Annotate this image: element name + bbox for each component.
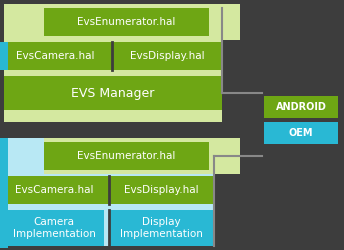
Text: EvsDisplay.hal: EvsDisplay.hal: [124, 185, 199, 195]
Bar: [4, 42, 222, 70]
Text: EvsEnumerator.hal: EvsEnumerator.hal: [77, 151, 176, 161]
Bar: [44, 142, 209, 170]
Bar: [44, 4, 240, 40]
Bar: [44, 138, 240, 174]
Bar: [4, 4, 222, 122]
Text: EvsCamera.hal: EvsCamera.hal: [15, 185, 93, 195]
Bar: [44, 8, 209, 36]
Bar: [264, 122, 338, 144]
Text: Camera
Implementation: Camera Implementation: [13, 217, 95, 239]
Text: OEM: OEM: [289, 128, 313, 138]
Bar: [4, 76, 222, 110]
Bar: [264, 96, 338, 118]
Text: Display
Implementation: Display Implementation: [120, 217, 203, 239]
Bar: [4, 210, 104, 246]
Text: ANDROID: ANDROID: [276, 102, 326, 112]
Bar: [4, 138, 214, 246]
Text: EvsDisplay.hal: EvsDisplay.hal: [130, 51, 204, 61]
Text: EVS Manager: EVS Manager: [71, 86, 155, 100]
Bar: [109, 210, 214, 246]
Text: EvsEnumerator.hal: EvsEnumerator.hal: [77, 17, 176, 27]
Bar: [0, 138, 8, 248]
Bar: [4, 176, 214, 204]
Bar: [0, 42, 8, 70]
Text: EvsCamera.hal: EvsCamera.hal: [16, 51, 95, 61]
